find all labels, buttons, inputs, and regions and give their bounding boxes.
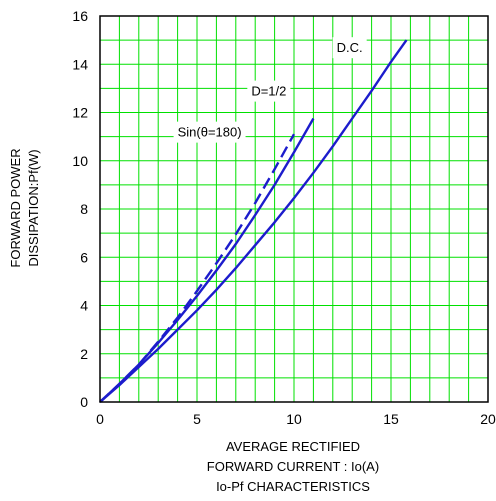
annotation-bg-1 xyxy=(247,80,291,102)
chart-title: Io-Pf CHARACTERISTICS xyxy=(216,479,370,494)
y-tick-label: 6 xyxy=(80,249,88,265)
x-tick-label: 0 xyxy=(96,411,104,427)
plot-frame xyxy=(99,15,489,403)
series-line-0 xyxy=(99,39,408,403)
y-tick-label: 0 xyxy=(80,394,88,410)
y-tick-label: 16 xyxy=(72,8,88,24)
y-axis-title-line-1: FORWARD POWER xyxy=(8,148,23,267)
x-tick-label: 5 xyxy=(193,411,201,427)
annotation-label-2: Sin(θ=180) xyxy=(178,125,242,140)
y-tick-label: 2 xyxy=(80,346,88,362)
annotation-bg-0 xyxy=(332,37,367,59)
series-line-2 xyxy=(99,133,296,403)
annotations: D.C. D=1/2 Sin(θ=180) xyxy=(173,37,367,143)
y-tick-label: 14 xyxy=(72,56,88,72)
y-tick-label: 4 xyxy=(80,298,88,314)
y-tick-label: 8 xyxy=(80,201,88,217)
y-axis-title-line-2: DISSIPATION:Pf(W) xyxy=(26,149,41,266)
x-axis-title-line-2: FORWARD CURRENT : Io(A) xyxy=(207,459,379,474)
annotation-label-0: D.C. xyxy=(337,40,363,55)
y-tick-label: 12 xyxy=(72,105,88,121)
tick-labels: 0 5 10 15 20 0 2 4 6 8 10 12 14 16 xyxy=(72,8,496,427)
x-tick-label: 10 xyxy=(286,411,302,427)
x-tick-label: 15 xyxy=(383,411,399,427)
series-line-1 xyxy=(99,117,315,403)
annotation-label-1: D=1/2 xyxy=(251,84,286,99)
annotation-bg-2 xyxy=(173,121,246,143)
series-lines xyxy=(99,39,408,403)
x-tick-label: 20 xyxy=(480,411,496,427)
y-tick-label: 10 xyxy=(72,153,88,169)
grid xyxy=(100,16,488,402)
x-axis-title-line-1: AVERAGE RECTIFIED xyxy=(226,439,360,454)
